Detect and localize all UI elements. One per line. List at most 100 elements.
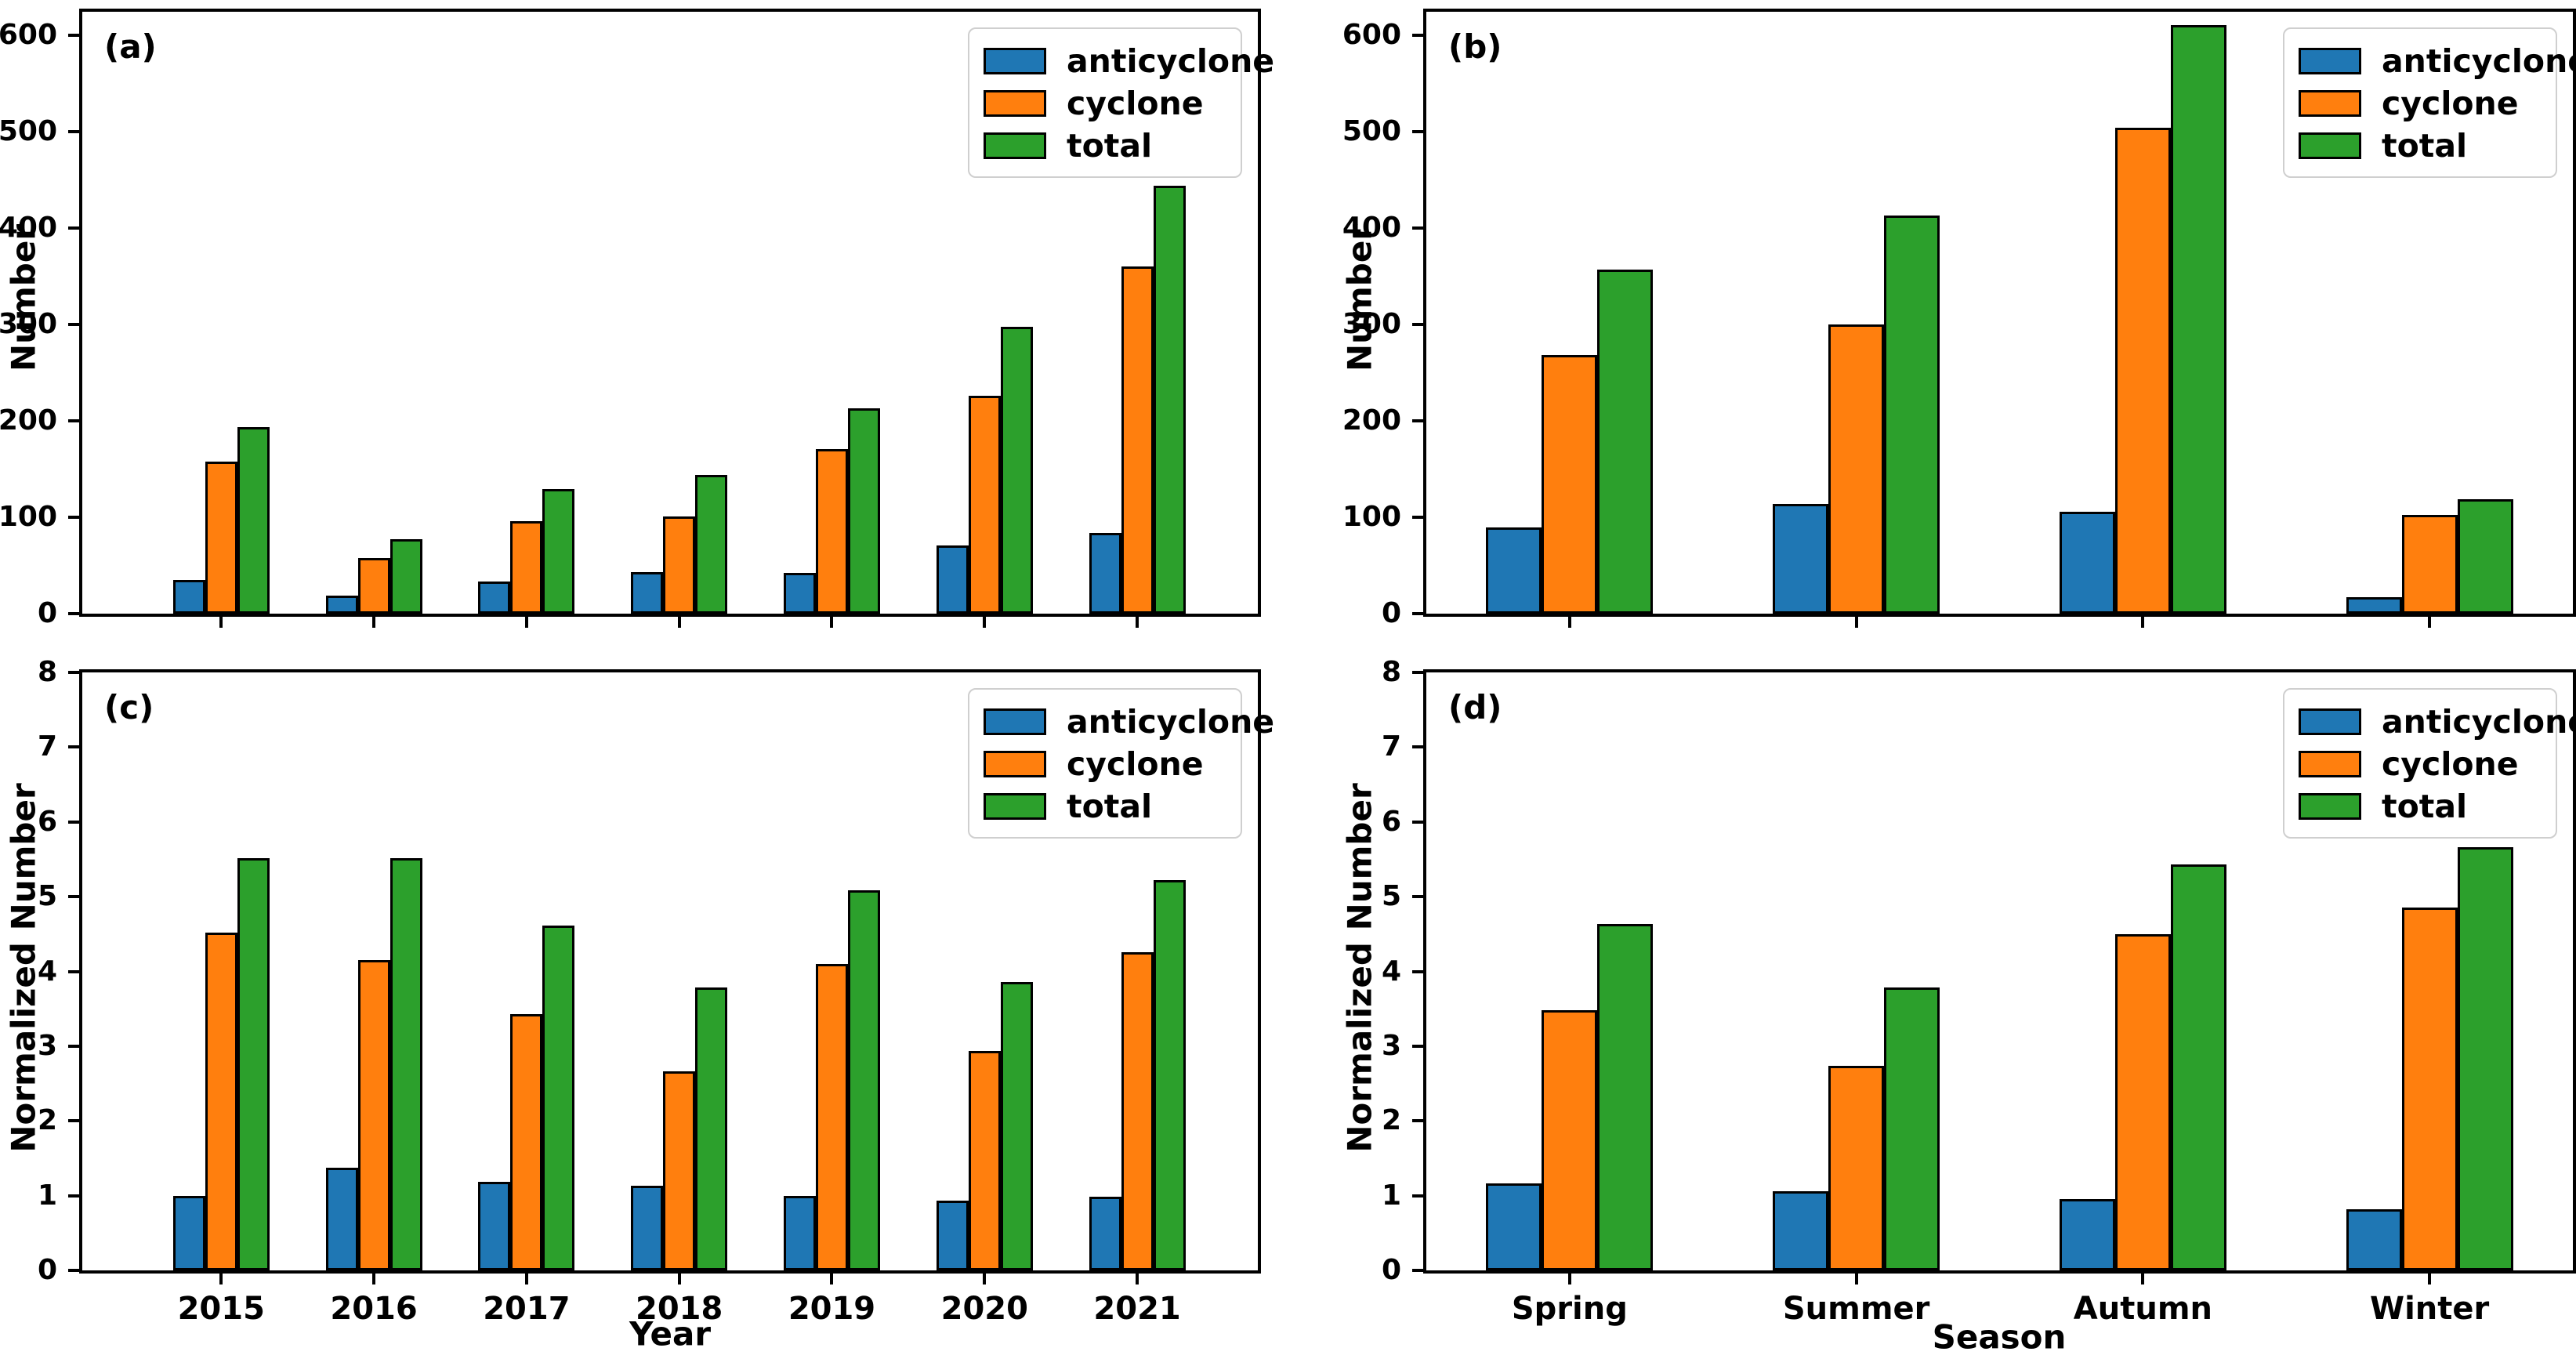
y-tick-mark bbox=[68, 33, 79, 37]
y-tick-label: 5 bbox=[37, 880, 57, 913]
legend-item-total: total bbox=[2299, 785, 2556, 828]
x-tick-mark bbox=[219, 617, 223, 628]
y-tick-label: 2 bbox=[1381, 1104, 1401, 1137]
plot-area-a: (a) anticyclone cyclone total bbox=[79, 9, 1274, 617]
legend-label-cyclone: cyclone bbox=[1067, 745, 1204, 783]
legend-label-total: total bbox=[2382, 788, 2468, 825]
bar-cyclone-2019 bbox=[815, 448, 848, 614]
y-tick-mark bbox=[68, 226, 79, 230]
y-tick-mark bbox=[68, 969, 79, 973]
x-tick-mark bbox=[2141, 1274, 2145, 1284]
legend-swatch-cyclone bbox=[984, 90, 1046, 117]
y-tick-label: 500 bbox=[0, 114, 57, 147]
legend-c: anticyclone cyclone total bbox=[968, 688, 1274, 839]
y-axis-label-b: Number bbox=[1340, 223, 1379, 372]
bar-cyclone-spring bbox=[1542, 1010, 1598, 1270]
panel-label-d: (d) bbox=[1448, 688, 1502, 726]
y-tick-mark bbox=[1412, 671, 1423, 674]
bar-anticyclone-2017 bbox=[478, 1181, 511, 1270]
y-tick-label: 600 bbox=[0, 18, 57, 51]
x-tick-label-2018: 2018 bbox=[636, 1291, 723, 1327]
bar-cyclone-winter bbox=[2401, 908, 2458, 1270]
y-tick-label: 200 bbox=[1342, 404, 1401, 437]
bar-anticyclone-spring bbox=[1486, 527, 1542, 614]
x-tick-mark bbox=[219, 1274, 223, 1284]
legend-item-total: total bbox=[984, 125, 1241, 167]
y-tick-label: 4 bbox=[1381, 955, 1401, 987]
y-tick-mark bbox=[1412, 418, 1423, 422]
y-tick-mark bbox=[1412, 515, 1423, 519]
bar-total-2020 bbox=[1000, 327, 1033, 614]
bar-cyclone-2019 bbox=[815, 963, 848, 1270]
x-tick-mark bbox=[372, 1274, 376, 1284]
bar-anticyclone-2018 bbox=[631, 1186, 664, 1270]
y-tick-label: 5 bbox=[1381, 880, 1401, 913]
legend-item-anticyclone: anticyclone bbox=[984, 701, 1274, 743]
x-tick-label-2017: 2017 bbox=[483, 1291, 571, 1327]
bar-total-spring bbox=[1597, 924, 1654, 1270]
bar-cyclone-2018 bbox=[663, 516, 696, 614]
bar-cyclone-2021 bbox=[1121, 266, 1154, 614]
y-tick-label: 200 bbox=[0, 404, 57, 437]
bar-anticyclone-2016 bbox=[325, 595, 358, 614]
y-tick-mark bbox=[1412, 969, 1423, 973]
y-tick-label: 3 bbox=[37, 1029, 57, 1062]
legend-swatch-cyclone bbox=[2299, 751, 2361, 777]
bar-total-2018 bbox=[695, 474, 728, 614]
bar-anticyclone-summer bbox=[1773, 1190, 1829, 1270]
x-tick-mark bbox=[2428, 617, 2432, 628]
bar-cyclone-summer bbox=[1828, 1065, 1885, 1270]
bar-anticyclone-spring bbox=[1486, 1183, 1542, 1270]
bar-cyclone-2016 bbox=[357, 960, 390, 1270]
legend-swatch-anticyclone bbox=[2299, 708, 2361, 735]
bar-anticyclone-summer bbox=[1773, 503, 1829, 614]
y-tick-mark bbox=[1412, 1269, 1423, 1272]
legend-item-anticyclone: anticyclone bbox=[2299, 701, 2576, 743]
legend-label-anticyclone: anticyclone bbox=[1067, 42, 1275, 80]
plot-area-c: (c) anticyclone cyclone total bbox=[79, 669, 1274, 1274]
y-tick-mark bbox=[68, 671, 79, 674]
bar-total-autumn bbox=[2170, 25, 2226, 614]
plot-area-b: (b) anticyclone cyclone total bbox=[1423, 9, 2576, 617]
legend-swatch-cyclone bbox=[2299, 90, 2361, 117]
y-tick-label: 3 bbox=[1381, 1029, 1401, 1062]
bar-total-2016 bbox=[389, 539, 422, 614]
bar-anticyclone-2020 bbox=[936, 1201, 969, 1270]
x-tick-label-summer: Summer bbox=[1782, 1291, 1930, 1327]
bar-total-2021 bbox=[1153, 185, 1186, 614]
legend-item-cyclone: cyclone bbox=[2299, 743, 2556, 785]
panel-label-b: (b) bbox=[1448, 27, 1502, 66]
x-tick-label-2020: 2020 bbox=[940, 1291, 1028, 1327]
y-tick-label: 100 bbox=[0, 500, 57, 533]
bar-cyclone-2015 bbox=[205, 461, 237, 614]
x-tick-label-autumn: Autumn bbox=[2073, 1291, 2212, 1327]
legend-item-total: total bbox=[984, 785, 1241, 828]
bar-total-2015 bbox=[237, 857, 270, 1270]
y-tick-mark bbox=[68, 1269, 79, 1272]
legend-swatch-total bbox=[2299, 132, 2361, 159]
legend-label-cyclone: cyclone bbox=[2382, 85, 2519, 122]
legend-label-total: total bbox=[2382, 127, 2468, 165]
x-tick-mark bbox=[1854, 1274, 1858, 1284]
bar-anticyclone-autumn bbox=[2059, 1199, 2115, 1270]
x-tick-mark bbox=[1567, 617, 1571, 628]
legend-swatch-cyclone bbox=[984, 751, 1046, 777]
bar-cyclone-autumn bbox=[2114, 127, 2171, 614]
bar-total-winter bbox=[2457, 847, 2513, 1270]
y-tick-label: 8 bbox=[37, 656, 57, 688]
bar-total-2018 bbox=[695, 987, 728, 1270]
y-tick-label: 0 bbox=[1381, 1254, 1401, 1286]
legend-swatch-total bbox=[2299, 793, 2361, 820]
legend-swatch-anticyclone bbox=[2299, 48, 2361, 74]
y-tick-mark bbox=[1412, 895, 1423, 899]
x-tick-mark bbox=[1136, 617, 1139, 628]
bar-cyclone-autumn bbox=[2114, 933, 2171, 1270]
legend-item-cyclone: cyclone bbox=[2299, 82, 2556, 125]
bar-cyclone-2020 bbox=[968, 395, 1001, 614]
y-tick-mark bbox=[68, 129, 79, 133]
legend-label-total: total bbox=[1067, 788, 1153, 825]
x-tick-mark bbox=[1854, 617, 1858, 628]
x-tick-label-2019: 2019 bbox=[788, 1291, 876, 1327]
bar-anticyclone-2020 bbox=[936, 545, 969, 614]
x-tick-mark bbox=[830, 1274, 834, 1284]
